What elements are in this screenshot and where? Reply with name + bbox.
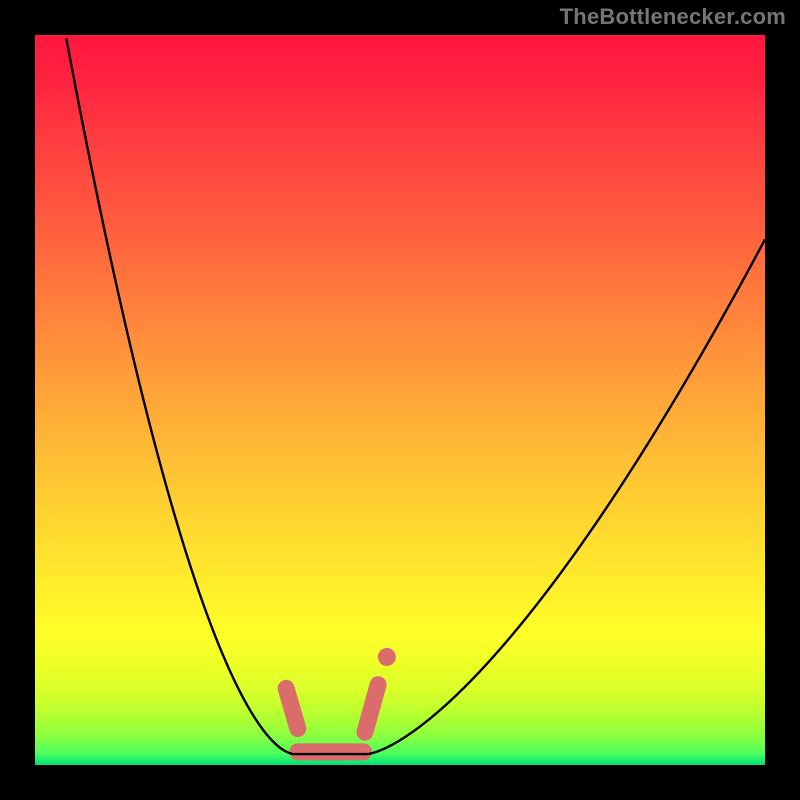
bottleneck-curve: [66, 38, 765, 754]
valley-marker: [286, 648, 396, 752]
chart-stage: TheBottlenecker.com: [0, 0, 800, 800]
curve-overlay: [0, 0, 800, 800]
